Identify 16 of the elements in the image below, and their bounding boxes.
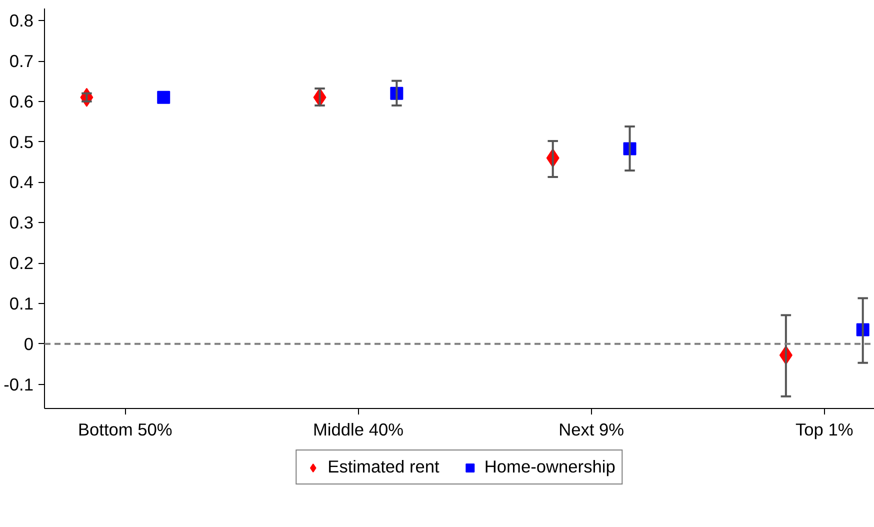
x-tick-label: Middle 40%: [312, 420, 404, 440]
y-tick-label: 0.3: [9, 212, 34, 233]
legend-label: Estimated rent: [328, 456, 440, 478]
x-tick-label: Bottom 50%: [78, 420, 172, 440]
y-tick-label: 0.2: [9, 253, 34, 274]
y-tick-label: 0.1: [9, 293, 34, 314]
y-tick-label: 0.6: [9, 91, 34, 112]
y-tick-label: 0.5: [9, 132, 34, 152]
y-tick-label: 0.8: [9, 10, 34, 31]
y-tick-label: -0.1: [4, 374, 34, 394]
y-tick-label: 0: [24, 334, 34, 354]
x-tick-label: Top 1%: [795, 420, 854, 440]
y-tick-label: 0.4: [9, 172, 34, 192]
x-tick-label: Next 9%: [558, 420, 624, 440]
legend-label: Home-ownership: [484, 456, 616, 478]
y-tick-label: 0.7: [9, 51, 34, 72]
